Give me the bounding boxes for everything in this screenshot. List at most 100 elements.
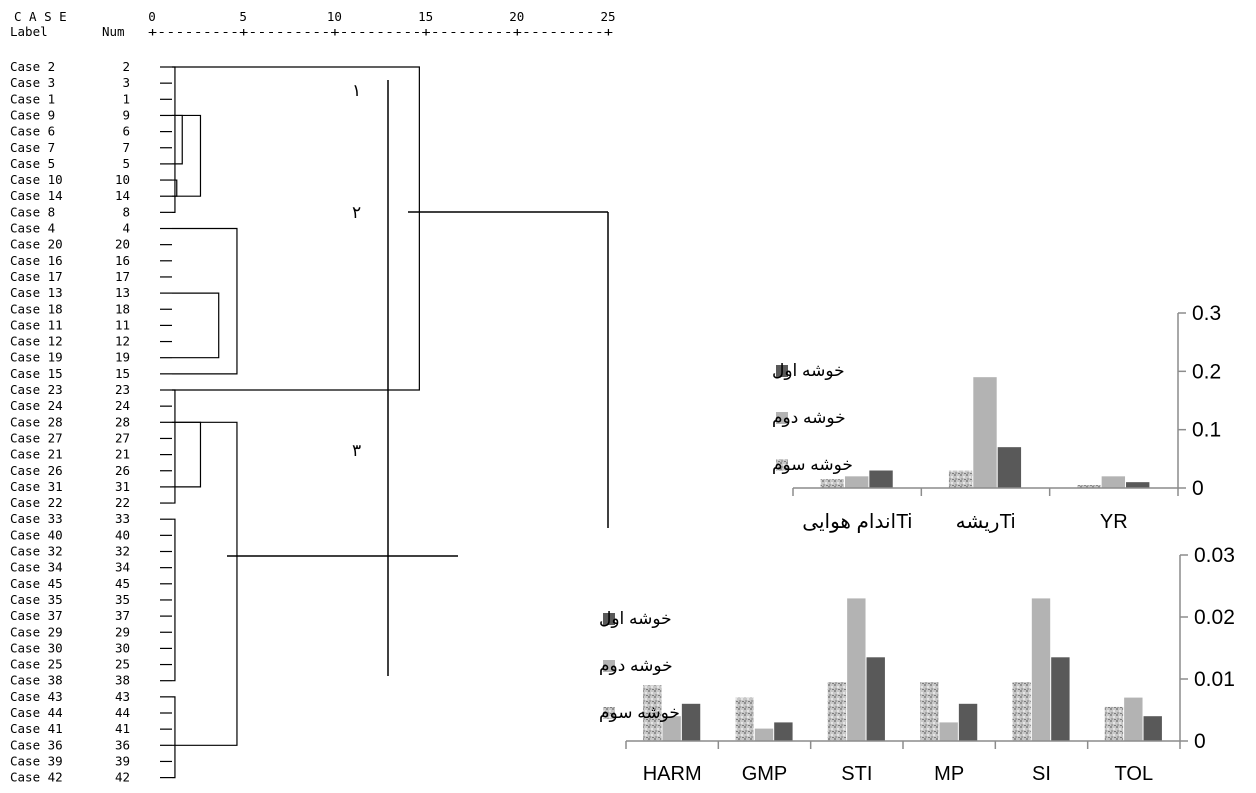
legend-label: خوشه دوم — [599, 656, 673, 675]
legend-swatch — [776, 365, 788, 377]
case-num: 14 — [115, 188, 130, 203]
category-label: SI — [1032, 763, 1051, 785]
case-num: 29 — [115, 624, 130, 639]
bar-cluster3 — [920, 682, 939, 741]
case-num: 8 — [122, 204, 130, 219]
case-label: Case 31 — [10, 479, 63, 494]
chart2-legend: خوشه اول خوشه دوم خوشه سوم — [599, 609, 680, 722]
case-num: 41 — [115, 721, 130, 736]
case-label: Case 30 — [10, 640, 63, 655]
legend-swatch — [603, 613, 615, 625]
case-label: Case 1 — [10, 91, 55, 106]
bar-cluster2 — [662, 716, 681, 741]
bar-cluster2 — [1031, 598, 1051, 741]
dendrogram: C A S E Label Num +---------+---------+-… — [10, 9, 616, 785]
y-tick-label: 0 — [1194, 730, 1206, 753]
bar-cluster1 — [1126, 482, 1150, 488]
case-label: Case 4 — [10, 221, 55, 236]
case-label: Case 11 — [10, 317, 63, 332]
case-label: Case 24 — [10, 398, 63, 413]
merge-branch — [172, 114, 183, 165]
merge-branch — [172, 66, 420, 391]
bar-cluster3 — [948, 470, 973, 488]
chart2-bars — [643, 598, 1162, 741]
case-num: 24 — [115, 398, 130, 413]
scale-tick-label: 5 — [239, 9, 247, 24]
case-label: Case 18 — [10, 301, 63, 316]
bar-cluster3 — [1077, 485, 1101, 488]
case-num: 32 — [115, 544, 130, 559]
case-num: 7 — [122, 140, 130, 155]
legend-swatch — [776, 459, 788, 471]
category-label: YR — [1100, 511, 1128, 533]
case-label: Case 40 — [10, 527, 63, 542]
case-num: 15 — [115, 366, 130, 381]
chart-ti-yr: 0 0.1 0.2 0.3 YR ریشهTi اندام هوایی‌Ti خوشه ا… — [772, 302, 1221, 533]
merge-branch — [172, 421, 202, 488]
legend-label: خوشه دوم — [772, 408, 846, 427]
merge-branch — [172, 518, 176, 682]
case-label: Case 12 — [10, 334, 63, 349]
case-label: Case 44 — [10, 705, 63, 720]
case-label: Case 14 — [10, 188, 63, 203]
merge-branch — [172, 66, 176, 213]
y-tick-label: 0.3 — [1192, 302, 1221, 325]
bar-cluster2 — [847, 598, 866, 741]
category-label: HARM — [643, 763, 702, 785]
case-num: 16 — [115, 253, 130, 268]
y-tick-label: 0.01 — [1194, 668, 1235, 691]
bar-cluster3 — [1012, 682, 1031, 741]
case-label: Case 26 — [10, 463, 63, 478]
case-num: 6 — [122, 124, 130, 139]
case-label: Case 9 — [10, 107, 55, 122]
chart1-y-ticks: 0 0.1 0.2 0.3 — [1192, 302, 1221, 500]
case-label: Case 7 — [10, 140, 55, 155]
case-label: Case 16 — [10, 253, 63, 268]
case-label: Case 45 — [10, 576, 63, 591]
case-label: Case 22 — [10, 495, 63, 510]
case-label: Case 23 — [10, 382, 63, 397]
case-num: 3 — [122, 75, 130, 90]
case-label: Case 33 — [10, 511, 63, 526]
merge-branch — [172, 421, 238, 746]
bar-cluster2 — [973, 377, 997, 488]
case-label: Case 34 — [10, 560, 63, 575]
case-label: Case 5 — [10, 156, 55, 171]
bar-cluster2 — [1124, 697, 1143, 741]
bar-cluster1 — [1143, 716, 1162, 741]
case-num: 27 — [115, 430, 130, 445]
case-label: Case 37 — [10, 608, 63, 623]
case-num: 26 — [115, 463, 130, 478]
bar-cluster1 — [774, 722, 793, 741]
chart2-axes — [625, 554, 1188, 749]
header-label: Label — [10, 24, 48, 39]
case-label: Case 42 — [10, 770, 63, 785]
dendrogram-branches — [160, 66, 420, 779]
case-label: Case 28 — [10, 414, 63, 429]
category-label: GMP — [742, 763, 788, 785]
case-label: Case 19 — [10, 350, 63, 365]
case-num: 21 — [115, 447, 130, 462]
bar-cluster3 — [735, 697, 754, 741]
chart1-bars — [820, 377, 1150, 488]
case-num: 25 — [115, 657, 130, 672]
case-label: Case 25 — [10, 657, 63, 672]
bar-cluster1 — [1051, 657, 1070, 741]
scale-tick-label: 20 — [509, 9, 524, 24]
case-label: Case 8 — [10, 204, 55, 219]
y-tick-label: 0.1 — [1192, 419, 1221, 442]
legend-swatch — [603, 707, 615, 719]
bar-cluster2 — [939, 722, 958, 741]
cluster-marker-1: ١ — [352, 81, 361, 101]
scale-tick-label: 15 — [418, 9, 433, 24]
case-num: 43 — [115, 689, 130, 704]
cluster-marker-2: ٢ — [352, 203, 361, 223]
case-num: 13 — [115, 285, 130, 300]
bar-cluster1 — [997, 447, 1022, 488]
bar-cluster1 — [681, 703, 701, 741]
case-num: 1 — [122, 91, 130, 106]
bar-cluster1 — [869, 470, 893, 488]
case-num: 2 — [122, 59, 130, 74]
merge-branch — [172, 114, 202, 197]
